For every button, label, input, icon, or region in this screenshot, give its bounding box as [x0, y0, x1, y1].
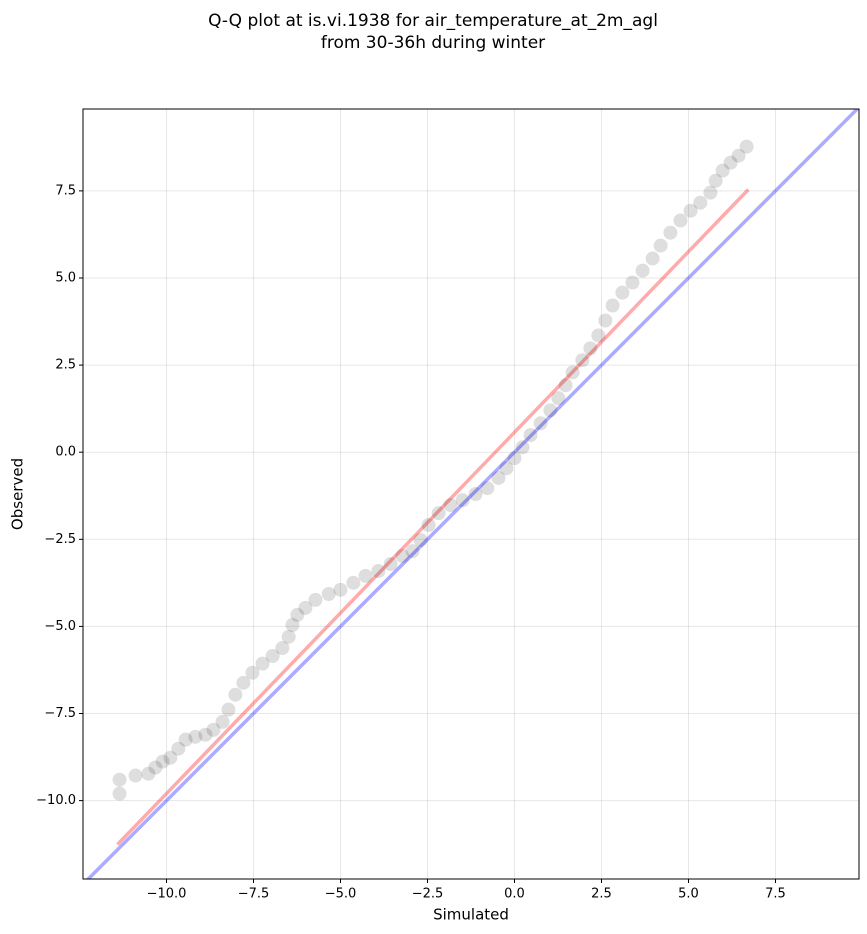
qq-point [163, 750, 178, 765]
qq-point [480, 481, 495, 496]
qq-point [281, 629, 296, 644]
qq-point [290, 607, 305, 622]
qq-point [221, 702, 236, 717]
y-tick-label: 5.0 [55, 270, 76, 285]
x-tick-label: 7.5 [765, 887, 786, 902]
reference-line [85, 109, 859, 879]
y-tick-label: −5.0 [44, 619, 76, 634]
qq-point [333, 582, 348, 597]
x-tick-label: −10.0 [147, 887, 187, 902]
qq-point [298, 600, 313, 615]
qq-point [468, 487, 483, 501]
qq-point [285, 618, 300, 633]
qq-point [141, 766, 156, 781]
qq-point [598, 313, 613, 328]
qq-point [171, 741, 186, 756]
qq-point [653, 238, 668, 253]
qq-point [663, 225, 678, 240]
grid [83, 109, 859, 879]
qq-point [591, 328, 606, 343]
y-tick-label: 7.5 [55, 183, 76, 198]
qq-point [188, 729, 203, 744]
qq-point [148, 760, 163, 775]
qq-point [673, 213, 688, 228]
qq-point [128, 768, 143, 783]
y-axis-label: Observed [9, 458, 27, 530]
qq-point [499, 461, 514, 476]
qq-point [551, 391, 566, 406]
qq-point [739, 139, 754, 154]
y-tick-label: 2.5 [55, 358, 76, 373]
reference-line [116, 188, 750, 846]
qq-point [723, 155, 738, 170]
qq-point [583, 341, 598, 356]
y-tick-label: −10.0 [36, 793, 76, 808]
qq-point [455, 493, 470, 508]
y-tick-label: −7.5 [44, 706, 76, 721]
x-tick-label: 2.5 [591, 887, 612, 902]
qq-point [236, 675, 251, 690]
qq-point [708, 173, 723, 188]
qq-point [112, 772, 127, 787]
qq-point [443, 498, 458, 513]
qq-point [635, 263, 650, 278]
qq-point [178, 732, 193, 747]
axes: −10.0 −7.5 −5.0 −2.5 0.0 2.5 5.0 7.5 −10.0 −7.5 −5… [36, 183, 786, 901]
plot-frame [82, 108, 860, 880]
x-tick-label: −5.0 [325, 887, 357, 902]
y-tick-label: −2.5 [44, 532, 76, 547]
qq-point [346, 575, 361, 590]
qq-point [358, 568, 373, 583]
qq-point [731, 148, 746, 163]
qq-point [421, 518, 436, 533]
qq-point [255, 656, 270, 671]
qq-point [645, 251, 660, 266]
chart-title: Q-Q plot at is.vi.1938 for air_temperatu… [208, 11, 658, 31]
qq-point [228, 687, 243, 702]
qq-point [112, 786, 127, 801]
qq-point [405, 544, 420, 559]
qq-point [206, 722, 221, 737]
qq-point [523, 428, 538, 443]
qq-point [693, 195, 708, 210]
qq-point [615, 285, 630, 300]
qq-point [215, 714, 230, 729]
x-tick-label: −7.5 [238, 887, 270, 902]
qq-point [605, 298, 620, 313]
qq-point [575, 353, 590, 368]
qq-point [245, 665, 260, 680]
qq-point [275, 641, 290, 655]
y-tick-label: 0.0 [55, 445, 76, 460]
qq-point [683, 203, 698, 218]
qq-point [558, 378, 573, 393]
qq-point [533, 416, 548, 431]
qq-point [308, 592, 323, 607]
qq-point [515, 440, 530, 455]
qq-point [383, 557, 398, 572]
qq-point [198, 727, 213, 742]
qq-point [265, 649, 280, 664]
qq-point [491, 470, 506, 485]
qq-point [715, 163, 730, 178]
qq-point [321, 586, 336, 601]
qq-point [371, 564, 386, 578]
qq-point [703, 185, 718, 200]
qq-point [507, 451, 522, 466]
qq-point [155, 754, 170, 769]
chart-subtitle: from 30-36h during winter [321, 33, 545, 53]
x-tick-label: 5.0 [678, 887, 699, 902]
qq-point [431, 506, 446, 521]
plot-area [85, 109, 859, 879]
x-tick-label: −2.5 [412, 887, 444, 902]
qq-point [395, 549, 410, 564]
qq-point [565, 365, 580, 380]
qq-point [543, 403, 558, 418]
qq-point [413, 532, 428, 547]
x-tick-label: 0.0 [504, 887, 525, 902]
qq-point [625, 275, 640, 290]
x-axis-label: Simulated [433, 906, 509, 924]
